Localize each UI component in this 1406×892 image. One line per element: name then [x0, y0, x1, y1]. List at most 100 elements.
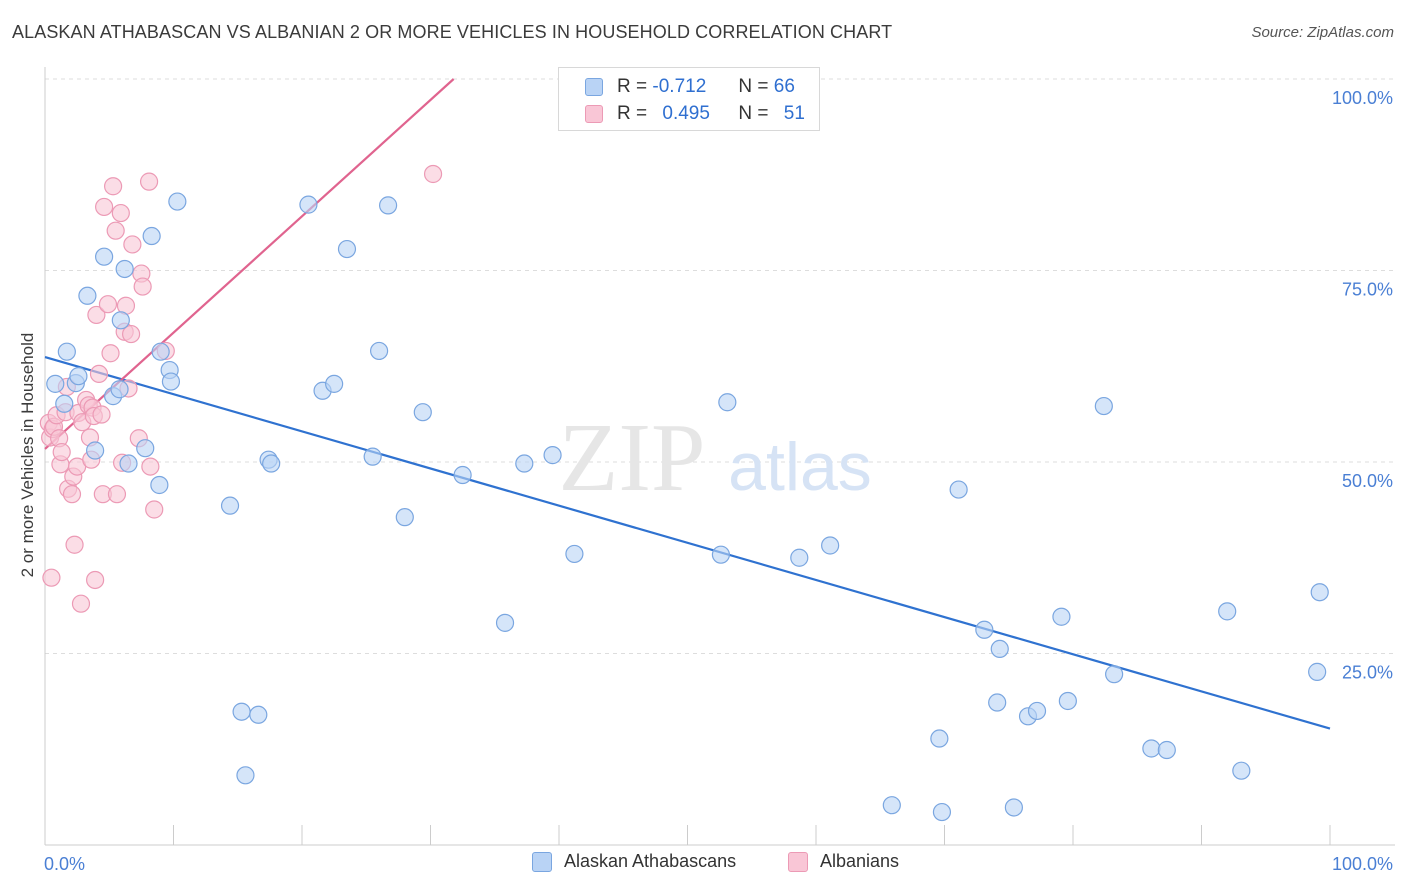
athabascan-point [95, 247, 114, 266]
blue-swatch [532, 851, 552, 872]
athabascan-point [168, 192, 187, 211]
athabascan-point [1105, 665, 1124, 684]
legend-item-albanians[interactable]: Albanians [788, 851, 899, 872]
athabascan-point [110, 380, 129, 399]
x-tick-label: 100.0% [1332, 854, 1393, 874]
watermark: ZIP atlas [559, 404, 872, 512]
albanian-point [101, 344, 120, 363]
athabascan-point [975, 620, 994, 639]
athabascan-point [1058, 691, 1077, 711]
athabascan-point [151, 342, 170, 361]
athabascan-point [543, 446, 562, 465]
athabascan-point [249, 705, 268, 724]
r-label: R = [617, 76, 648, 97]
athabascan-point [370, 341, 389, 361]
chart-title: ALASKAN ATHABASCAN VS ALBANIAN 2 OR MORE… [12, 22, 893, 42]
albanian-point [104, 177, 123, 196]
albanian-point [86, 570, 105, 590]
legend-row-athabascans: R = -0.712 N = 66 [585, 76, 795, 98]
y-tick-label: 25.0% [1342, 663, 1393, 683]
n-label: N = [738, 103, 769, 124]
athabascan-point [932, 802, 952, 822]
albanian-point [123, 235, 142, 254]
athabascan-point [1308, 662, 1327, 681]
r-value: -0.712 [652, 76, 707, 97]
albanian-point [42, 568, 61, 587]
y-tick-label: 75.0% [1342, 280, 1393, 300]
albanian-point [423, 164, 443, 184]
athabascan-point [1004, 798, 1023, 817]
athabascan-point [46, 374, 65, 393]
albanian-point [95, 197, 114, 217]
y-tick-label: 50.0% [1342, 471, 1393, 491]
athabascan-point [55, 394, 74, 413]
athabascan-point [821, 536, 840, 555]
pink-swatch [585, 105, 603, 123]
albanian-point [133, 277, 152, 296]
athabascan-point [161, 372, 181, 391]
athabascan-point [930, 729, 949, 748]
legend-label: Alaskan Athabascans [564, 851, 737, 871]
correlation-legend: R = -0.712 N = 66 R = 0.495 N = 51 [558, 67, 820, 131]
athabascan-point [232, 702, 251, 721]
athabascan-point [111, 311, 130, 330]
athabascan-point [325, 374, 344, 393]
blue-swatch [585, 78, 603, 96]
watermark-atlas: atlas [728, 429, 872, 505]
athabascan-point [1232, 761, 1251, 780]
n-label: N = [738, 76, 769, 97]
athabascan-point [57, 342, 76, 361]
tick-labels: 25.0% 50.0% 75.0% 100.0% 0.0% 100.0% [44, 88, 1393, 874]
athabascan-point [119, 454, 138, 473]
grid-lines [45, 78, 1395, 654]
athabascan-point [363, 447, 382, 466]
athabascan-point [299, 195, 318, 214]
athabascan-point [1142, 739, 1161, 758]
albanian-point [62, 485, 82, 504]
legend-row-albanians: R = 0.495 N = 51 [585, 103, 805, 125]
albanian-point [139, 172, 159, 191]
athabascan-point [988, 693, 1007, 712]
athabascan-point [69, 367, 88, 386]
albanian-point [52, 442, 71, 462]
watermark-zip: ZIP [559, 404, 706, 512]
athabascan-point [565, 544, 584, 564]
albanian-point [106, 221, 125, 240]
athabascan-point [395, 508, 414, 527]
athabascan-point [1157, 740, 1176, 760]
athabascan-point [718, 393, 737, 412]
albanian-point [107, 485, 127, 504]
x-tick-label: 0.0% [44, 854, 85, 874]
albanian-point [121, 324, 141, 344]
athabascan-point [236, 766, 255, 785]
athabascan-point [78, 286, 97, 305]
r-label: R = [617, 103, 648, 124]
athabascan-point [220, 496, 240, 515]
pink-swatch [788, 851, 808, 872]
albanian-point [87, 305, 106, 325]
athabascan-point [337, 239, 357, 259]
athabascan-point [453, 465, 472, 485]
athabascan-point [86, 441, 105, 460]
athabascan-point [115, 259, 134, 279]
athabascan-point [515, 454, 534, 473]
athabascan-point [990, 639, 1009, 659]
legend-label: Albanians [820, 851, 900, 871]
athabascan-point [949, 480, 968, 499]
athabascan-point [262, 454, 281, 473]
athabascan-point [1094, 396, 1113, 416]
data-points [39, 164, 1329, 822]
albanian-point [111, 203, 130, 223]
athabascan-point [1218, 602, 1237, 621]
athabascan-point [378, 196, 398, 215]
n-value: 66 [773, 76, 795, 97]
athabascan-point [1027, 701, 1047, 721]
albanian-point [92, 405, 111, 424]
albanian-point [71, 594, 91, 613]
n-value: 51 [783, 103, 805, 124]
athabascan-point [150, 475, 169, 495]
legend-item-athabascans[interactable]: Alaskan Athabascans [532, 851, 736, 872]
athabascan-point [711, 545, 731, 564]
y-tick-label: 100.0% [1332, 88, 1393, 108]
